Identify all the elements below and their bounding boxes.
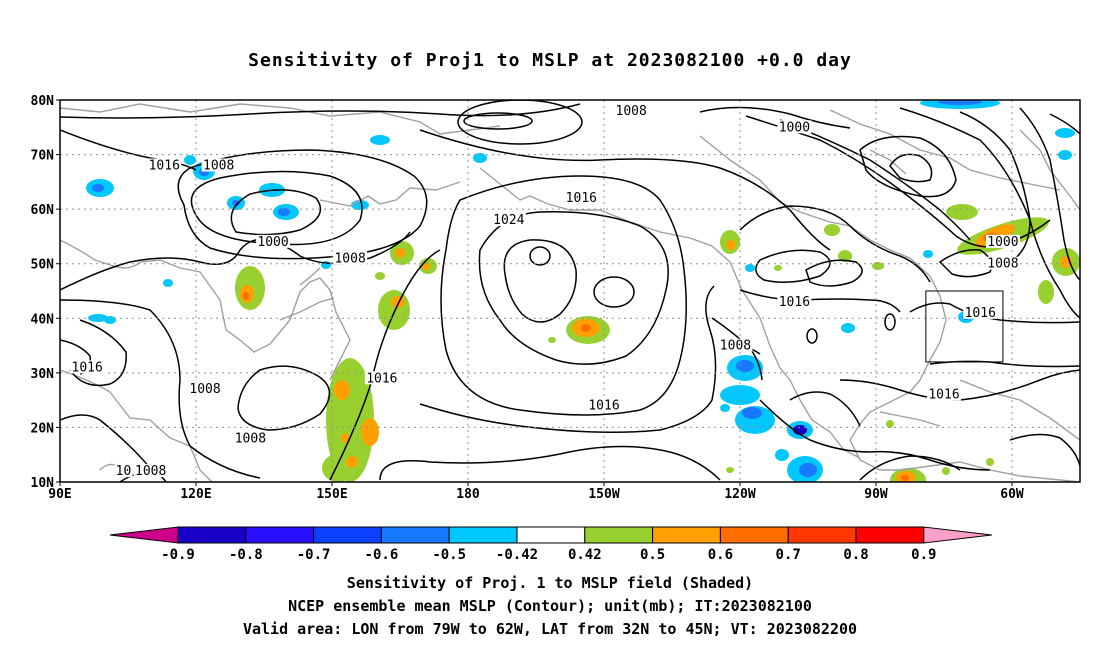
- colorbar-swatch: [787, 526, 857, 544]
- colorbar-swatch: [245, 526, 315, 544]
- contour-label: 1016: [965, 306, 996, 321]
- contour-label: 1008: [987, 257, 1018, 272]
- colorbar-label: 0.42: [568, 547, 602, 563]
- lon-label: 90E: [48, 487, 71, 502]
- lon-label: 150E: [316, 487, 347, 502]
- lon-label: 120E: [180, 487, 211, 502]
- lat-lon-grid: [60, 100, 1080, 482]
- contour-label: 1008: [203, 158, 234, 173]
- colorbar-swatch: [855, 526, 925, 544]
- contour-label: 1008: [334, 251, 365, 266]
- contour-label-bg: [963, 305, 998, 319]
- colorbar-swatch: [584, 526, 654, 544]
- lat-label: 60N: [31, 203, 55, 218]
- lon-label: 60W: [1000, 487, 1024, 502]
- colorbar-label: -0.6: [365, 547, 399, 563]
- contour-label-bg: [777, 294, 812, 308]
- colorbar-swatch: [652, 526, 721, 544]
- colorbar-label: 0.9: [911, 547, 936, 563]
- colorbar-swatch: [516, 526, 586, 544]
- lat-label: 10N: [31, 476, 55, 491]
- caption-line-2: NCEP ensemble mean MSLP (Contour); unit(…: [288, 597, 812, 615]
- colorbar-high-arrow: [923, 526, 992, 544]
- colorbar-label: -0.7: [297, 547, 331, 563]
- mslp-contours: [60, 100, 1080, 482]
- contour-label: 1016: [588, 399, 619, 414]
- colorbar: -0.9 -0.8 -0.7 -0.6 -0.5 -0.42 0.42 0.5 0.6 0.7 0.…: [109, 526, 992, 563]
- contour-label: 1000: [779, 120, 810, 135]
- contour-label: 1016: [366, 371, 397, 386]
- colorbar-label: 0.6: [708, 547, 733, 563]
- contour-labels: 1008100010161016100810161024102410001008…: [70, 103, 1020, 479]
- latitude-axis: 80N 70N 60N 50N 40N 30N 20N 10N: [31, 94, 60, 491]
- contour-label: 1008: [135, 464, 166, 479]
- lat-label: 20N: [31, 421, 55, 436]
- contour-label-bg: [777, 120, 812, 134]
- contour-label: 1008: [235, 431, 266, 446]
- contour-label: 1016: [72, 360, 103, 375]
- contour-label-bg: [587, 398, 621, 412]
- contour-label: 1000: [987, 235, 1018, 250]
- contour-label: 1008: [189, 382, 220, 397]
- contour-label-bg: [188, 382, 223, 396]
- lon-label: 180: [456, 487, 480, 502]
- contour-label-bg: [985, 234, 1020, 248]
- lat-label: 70N: [31, 149, 55, 164]
- contour-label-bg: [985, 256, 1020, 270]
- page-title: Sensitivity of Proj1 to MSLP at 20230821…: [248, 50, 852, 71]
- contour-label-bg: [564, 191, 599, 205]
- lat-label: 80N: [31, 94, 55, 109]
- contour-label-bg: [333, 251, 368, 265]
- colorbar-label: -0.9: [161, 547, 195, 563]
- lat-label: 30N: [31, 367, 55, 382]
- contour-label-bg: [233, 431, 268, 445]
- contour-label: 10: [116, 464, 132, 479]
- lat-label: 50N: [31, 258, 55, 273]
- lon-label: 90W: [864, 487, 888, 502]
- contour-label: 1016: [149, 158, 180, 173]
- lon-label: 150W: [588, 487, 619, 502]
- colorbar-swatch: [177, 526, 247, 544]
- lon-label: 120W: [724, 487, 755, 502]
- colorbar-label: 0.8: [843, 547, 868, 563]
- colorbar-swatch: [448, 526, 518, 544]
- caption-line-1: Sensitivity of Proj. 1 to MSLP field (Sh…: [346, 574, 754, 592]
- colorbar-swatch: [380, 526, 450, 544]
- contour-label-bg: [614, 103, 649, 117]
- contour-label: 1008: [616, 104, 647, 119]
- contour-label-bg: [256, 234, 291, 248]
- colorbar-label: -0.5: [432, 547, 466, 563]
- contour-label: 1016: [779, 295, 810, 310]
- contour-label: 1016: [566, 191, 597, 206]
- colorbar-swatch: [719, 526, 789, 544]
- colorbar-low-arrow: [109, 526, 179, 544]
- contour-label-bg: [70, 360, 105, 374]
- contour-label-bg: [364, 371, 399, 385]
- valid-area-box: [925, 290, 1004, 363]
- contour-label-bg: [718, 338, 753, 352]
- contour-label-bg: [927, 387, 961, 401]
- contour-label: 1016: [928, 388, 959, 403]
- contour-label-bg: [133, 464, 168, 478]
- caption-line-3: Valid area: LON from 79W to 62W, LAT fro…: [242, 620, 858, 638]
- contour-label-bg: [201, 158, 236, 172]
- contour-label: 1008: [720, 339, 751, 354]
- contour-label-bg: [491, 213, 526, 227]
- plot-frame: [59, 99, 1081, 483]
- colorbar-label: -0.8: [229, 547, 263, 563]
- contour-label: 1024: [493, 213, 524, 228]
- colorbar-label: 0.5: [640, 547, 665, 563]
- contour-label-bg: [147, 158, 182, 172]
- colorbar-label: 0.7: [776, 547, 801, 563]
- contour-label: 1000: [257, 235, 288, 250]
- longitude-axis: 90E 120E 150E 180 150W 120W 90W 60W: [48, 482, 1024, 502]
- colorbar-label: -0.42: [496, 547, 538, 563]
- lat-label: 40N: [31, 312, 55, 327]
- colorbar-swatch: [313, 526, 382, 544]
- contour-label-bg: [114, 464, 133, 478]
